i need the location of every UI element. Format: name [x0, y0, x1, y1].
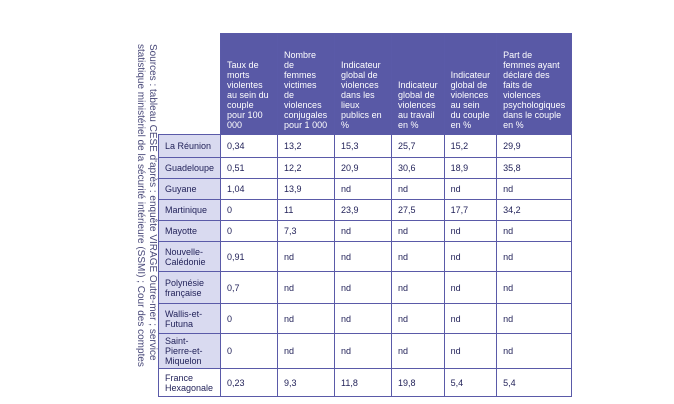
table-cell: 18,9 — [443, 157, 498, 179]
header-row: Taux de morts violentes au sein du coupl… — [158, 33, 573, 135]
table-cell: 13,2 — [277, 134, 336, 158]
table-cell: 15,3 — [334, 134, 393, 158]
table-cell: nd — [496, 220, 573, 242]
violence-statistics-table: Taux de morts violentes au sein du coupl… — [157, 33, 573, 397]
table-row: Martinique 0 11 23,9 27,5 17,7 34,2 — [157, 199, 573, 221]
column-header: Taux de morts violentes au sein du coupl… — [220, 33, 279, 135]
row-label: Nouvelle-Calédonie — [157, 241, 222, 272]
table-cell: nd — [391, 271, 445, 304]
table-cell: 15,2 — [443, 134, 498, 158]
row-label: Polynésie française — [157, 271, 222, 304]
table-cell: nd — [334, 178, 393, 200]
row-label: Saint-Pierre-et-Miquelon — [157, 333, 222, 369]
table-cell: 11 — [277, 199, 336, 221]
table-cell: 11,8 — [334, 368, 393, 397]
table-row: Guyane 1,04 13,9 nd nd nd nd — [157, 178, 573, 200]
corner-cell — [158, 33, 222, 135]
row-label: Guadeloupe — [157, 157, 222, 179]
table-row: Mayotte 0 7,3 nd nd nd nd — [157, 220, 573, 242]
table-cell: 35,8 — [496, 157, 573, 179]
table-cell: nd — [496, 303, 573, 334]
table-cell: 19,8 — [391, 368, 445, 397]
table-cell: nd — [334, 271, 393, 304]
table-cell: 29,9 — [496, 134, 573, 158]
table-row: Saint-Pierre-et-Miquelon 0 nd nd nd nd n… — [157, 333, 573, 369]
table-cell: 20,9 — [334, 157, 393, 179]
table-row: Guadeloupe 0,51 12,2 20,9 30,6 18,9 35,8 — [157, 157, 573, 179]
row-label: Wallis-et-Futuna — [157, 303, 222, 334]
table-row: France Hexagonale 0,23 9,3 11,8 19,8 5,4… — [157, 368, 573, 397]
row-label: Martinique — [157, 199, 222, 221]
table-cell: 17,7 — [443, 199, 498, 221]
table-cell: nd — [334, 333, 393, 369]
table-cell: nd — [391, 303, 445, 334]
table-cell: 12,2 — [277, 157, 336, 179]
table-row: Wallis-et-Futuna 0 nd nd nd nd nd — [157, 303, 573, 334]
table-cell: nd — [277, 303, 336, 334]
source-note: Sources : tableau CESE d'après : enquête… — [135, 44, 158, 367]
table-cell: 1,04 — [220, 178, 279, 200]
table-cell: nd — [443, 241, 498, 272]
table-cell: nd — [391, 220, 445, 242]
table-cell: 34,2 — [496, 199, 573, 221]
table-row: La Réunion 0,34 13,2 15,3 25,7 15,2 29,9 — [157, 134, 573, 158]
table-cell: nd — [443, 271, 498, 304]
table-cell: 0 — [220, 199, 279, 221]
table-cell: 13,9 — [277, 178, 336, 200]
column-header: Indicateur global de violences au sein d… — [443, 33, 498, 135]
table-cell: 0 — [220, 220, 279, 242]
row-label: La Réunion — [157, 134, 222, 158]
table-cell: 0,7 — [220, 271, 279, 304]
table-row: Polynésie française 0,7 nd nd nd nd nd — [157, 271, 573, 304]
row-label: France Hexagonale — [157, 368, 222, 397]
table-cell: nd — [334, 303, 393, 334]
row-label: Guyane — [157, 178, 222, 200]
table-cell: 5,4 — [496, 368, 573, 397]
table-cell: 9,3 — [277, 368, 336, 397]
table-row: Nouvelle-Calédonie 0,91 nd nd nd nd nd — [157, 241, 573, 272]
table-cell: nd — [496, 178, 573, 200]
table-cell: nd — [334, 241, 393, 272]
table-cell: 0 — [220, 303, 279, 334]
table-cell: nd — [443, 333, 498, 369]
table-cell: nd — [496, 241, 573, 272]
table-cell: 0,91 — [220, 241, 279, 272]
column-header: Nombre de femmes victimes de violences c… — [277, 33, 336, 135]
column-header: Indicateur global de violences au travai… — [391, 33, 445, 135]
table-cell: nd — [391, 241, 445, 272]
table-cell: nd — [391, 178, 445, 200]
row-label: Mayotte — [157, 220, 222, 242]
table-cell: nd — [277, 241, 336, 272]
table-cell: 0,23 — [220, 368, 279, 397]
table-cell: 23,9 — [334, 199, 393, 221]
table-cell: 7,3 — [277, 220, 336, 242]
table-cell: 27,5 — [391, 199, 445, 221]
column-header: Indicateur global de violences dans les … — [334, 33, 393, 135]
table-cell: nd — [496, 333, 573, 369]
table-cell: nd — [277, 271, 336, 304]
table-cell: nd — [443, 220, 498, 242]
table-cell: nd — [277, 333, 336, 369]
table-cell: nd — [496, 271, 573, 304]
table-cell: 5,4 — [443, 368, 498, 397]
table-cell: 0 — [220, 333, 279, 369]
table-cell: nd — [443, 178, 498, 200]
table-cell: nd — [334, 220, 393, 242]
table-cell: 30,6 — [391, 157, 445, 179]
table-cell: 0,34 — [220, 134, 279, 158]
table-cell: 25,7 — [391, 134, 445, 158]
table-cell: nd — [443, 303, 498, 334]
table-cell: 0,51 — [220, 157, 279, 179]
column-header: Part de femmes ayant déclaré des faits d… — [496, 33, 573, 135]
table-cell: nd — [391, 333, 445, 369]
